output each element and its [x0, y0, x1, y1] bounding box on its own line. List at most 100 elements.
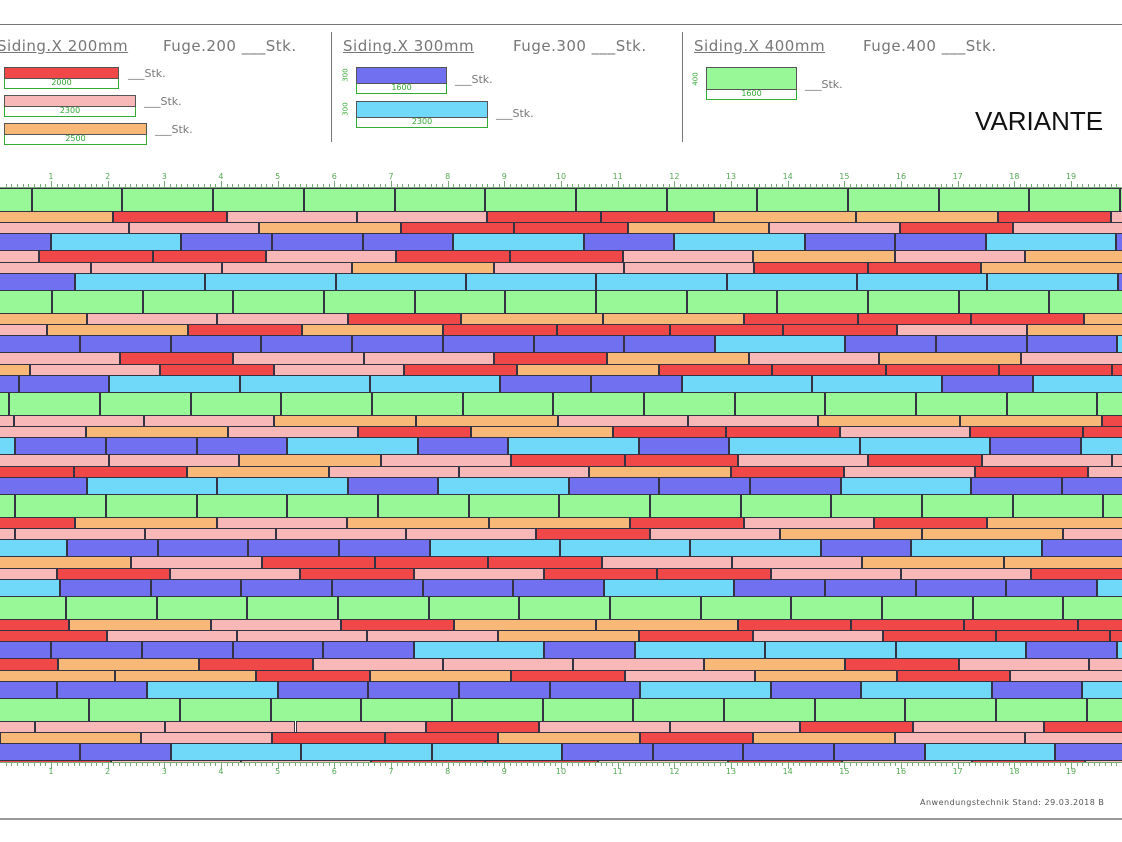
ruler-tick	[11, 184, 13, 187]
siding-board	[600, 210, 715, 223]
ruler-tick	[1025, 763, 1027, 766]
siding-board	[519, 596, 611, 620]
ruler-tick	[334, 181, 336, 187]
ruler-tick	[861, 184, 863, 187]
ruler-tick	[441, 763, 443, 766]
siding-board	[108, 454, 240, 467]
siding-board	[160, 363, 274, 376]
ruler-tick	[867, 763, 869, 766]
siding-board	[141, 732, 272, 744]
ruler-tick	[929, 184, 931, 187]
ruler-label: 5	[275, 767, 281, 776]
siding-row	[0, 516, 1122, 529]
siding-row	[0, 528, 1122, 540]
siding-board	[56, 681, 148, 699]
siding-board	[882, 630, 997, 642]
siding-board	[0, 732, 142, 744]
siding-row	[0, 743, 1122, 761]
siding-board	[674, 233, 805, 251]
siding-board	[232, 641, 324, 659]
ruler-tick	[816, 763, 817, 766]
siding-board	[105, 437, 197, 455]
siding-board	[9, 392, 100, 416]
siding-row	[0, 494, 1122, 518]
siding-board	[542, 698, 634, 722]
siding-board	[0, 669, 115, 682]
ruler-tick	[725, 763, 727, 766]
siding-board	[453, 233, 584, 251]
siding-board	[624, 335, 715, 353]
siding-board	[30, 363, 161, 376]
ruler-tick	[980, 763, 982, 766]
siding-board	[0, 641, 52, 659]
siding-board	[368, 681, 459, 699]
ruler-tick	[458, 184, 460, 187]
siding-board	[110, 760, 241, 762]
ruler-tick	[90, 184, 92, 187]
siding-row	[0, 261, 1122, 274]
ruler-label: 3	[161, 172, 167, 181]
ruler-tick	[232, 184, 234, 187]
siding-board	[51, 233, 182, 251]
siding-board	[560, 539, 691, 557]
ruler-tick	[152, 184, 154, 187]
siding-board	[862, 556, 1005, 569]
siding-board	[602, 312, 745, 325]
variant-title: VARIANTE	[975, 106, 1104, 136]
siding-board	[0, 516, 75, 529]
siding-board	[452, 698, 543, 722]
siding-board	[119, 352, 234, 365]
ruler-tick	[1042, 184, 1044, 187]
ruler-tick	[470, 763, 472, 766]
siding-board	[1084, 312, 1122, 325]
siding-board	[396, 250, 510, 263]
ruler-tick	[368, 763, 370, 766]
siding-row	[0, 222, 1122, 234]
ruler-tick	[629, 763, 630, 766]
siding-row	[0, 720, 1122, 733]
ruler-label: 12	[669, 172, 680, 181]
siding-board	[770, 567, 901, 580]
ruler-tick	[651, 184, 653, 187]
group-200-fuge: Fuge.200 ___Stk.	[163, 37, 297, 55]
ruler-tick	[952, 763, 954, 766]
ruler-tick	[572, 184, 574, 187]
ruler-tick	[181, 184, 183, 187]
ruler-tick	[719, 184, 721, 187]
siding-board	[438, 477, 569, 495]
siding-board	[39, 250, 153, 263]
siding-row	[0, 579, 1122, 597]
siding-board	[458, 681, 550, 699]
ruler-tick	[339, 184, 341, 187]
ruler-tick	[623, 184, 625, 187]
siding-board	[273, 363, 405, 376]
siding-board	[375, 556, 489, 569]
ruler-tick	[736, 184, 738, 187]
ruler-tick	[974, 763, 976, 766]
siding-board	[596, 273, 727, 291]
siding-board	[987, 273, 1118, 291]
ruler-tick	[912, 763, 914, 766]
siding-board	[844, 465, 975, 478]
ruler-tick	[311, 184, 313, 187]
siding-board	[669, 720, 800, 733]
ruler-tick	[198, 763, 200, 766]
ruler-label: 10	[555, 172, 567, 181]
siding-pattern	[0, 188, 1122, 762]
legend-count: ___Stk.	[805, 78, 843, 91]
ruler-tick	[884, 184, 886, 187]
siding-board	[0, 539, 68, 557]
ruler-tick	[691, 763, 693, 766]
siding-board	[595, 618, 738, 631]
siding-board	[997, 210, 1111, 223]
ruler-label: 19	[1065, 767, 1077, 776]
ruler-tick	[708, 184, 710, 187]
siding-board	[68, 618, 211, 631]
ruler-tick	[356, 184, 358, 187]
siding-board	[749, 352, 880, 365]
ruler-tick	[617, 763, 619, 769]
siding-board	[170, 335, 262, 353]
siding-board	[378, 494, 469, 518]
siding-board	[1025, 641, 1117, 659]
siding-board	[622, 250, 754, 263]
